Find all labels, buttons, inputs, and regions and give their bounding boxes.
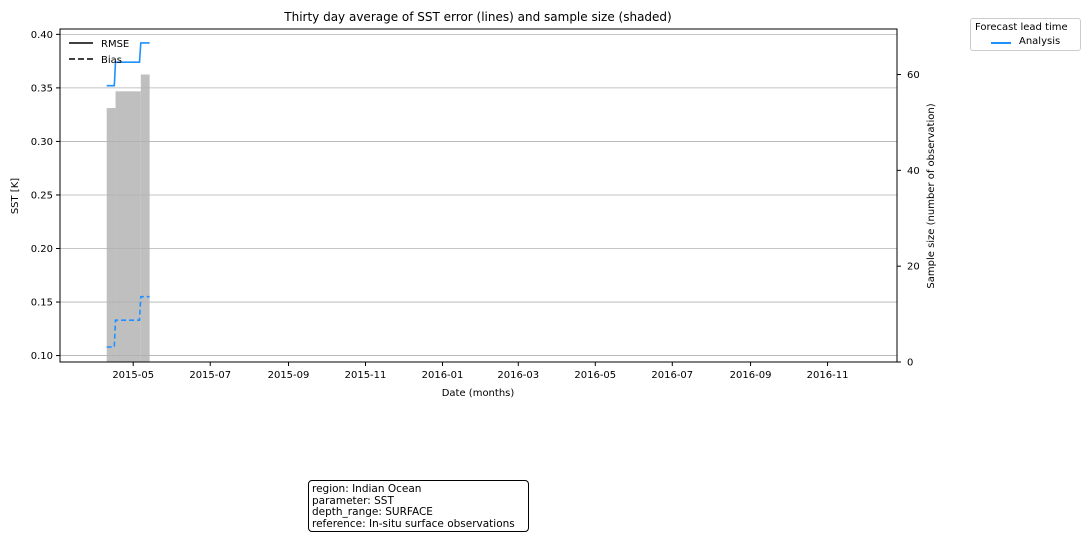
x-tick-label-5: 2016-03 <box>497 370 539 381</box>
lead-time-legend: Forecast lead time Analysis <box>970 18 1081 51</box>
x-tick-label-6: 2016-05 <box>574 370 616 381</box>
y-tick-label-3: 0.25 <box>31 190 53 201</box>
y-tick-label-2: 0.20 <box>31 244 53 255</box>
chart-title: Thirty day average of SST error (lines) … <box>283 10 671 24</box>
y-tick-label-6: 0.40 <box>31 30 53 41</box>
y2-tick-label-3: 60 <box>907 70 920 81</box>
y2-tick-label-2: 40 <box>907 166 920 177</box>
legend-bias-label: Bias <box>101 55 122 66</box>
y-axis-label: SST [K] <box>10 178 21 214</box>
plot-frame <box>59 28 898 363</box>
x-axis-label: Date (months) <box>442 388 515 399</box>
y-tick-label-0: 0.10 <box>31 351 53 362</box>
lead-legend-swatch <box>991 42 1011 44</box>
x-tick-label-4: 2016-01 <box>422 370 464 381</box>
lead-legend-label: Analysis <box>1019 36 1061 47</box>
x-tick-label-3: 2015-11 <box>345 370 387 381</box>
x-tick-label-9: 2016-11 <box>807 370 849 381</box>
y2-axis-label: Sample size (number of observation) <box>926 103 937 288</box>
info-region: region: Indian Ocean <box>312 483 422 495</box>
x-tick-label-0: 2015-05 <box>112 370 154 381</box>
x-axis: 2015-05 2015-07 2015-09 2015-11 2016-01 2016-… <box>112 362 848 381</box>
info-parameter: parameter: SST <box>312 494 394 507</box>
info-box: region: Indian Ocean parameter: SST dept… <box>308 480 529 532</box>
series-line-bias <box>106 295 150 348</box>
y-tick-label-1: 0.15 <box>31 298 53 309</box>
style-legend: RMSE Bias <box>69 39 129 66</box>
sample-size-bars <box>106 74 150 363</box>
y-tick-label-4: 0.30 <box>31 137 53 148</box>
sample-size-bar-0 <box>106 108 116 362</box>
y2-axis: 0 20 40 60 <box>897 70 920 369</box>
x-tick-label-1: 2015-07 <box>189 370 231 381</box>
y-tick-label-5: 0.35 <box>31 83 53 94</box>
info-reference: reference: In-situ surface observations <box>312 517 515 530</box>
gridlines <box>60 33 897 356</box>
sample-size-bar-1 <box>115 91 141 362</box>
x-tick-label-2: 2015-09 <box>268 370 310 381</box>
lead-legend-title: Forecast lead time <box>975 22 1068 33</box>
sample-size-bar-2 <box>140 74 150 363</box>
x-tick-label-7: 2016-07 <box>651 370 693 381</box>
legend-rmse-label: RMSE <box>101 39 129 50</box>
series-lines <box>106 42 150 348</box>
y2-tick-label-1: 20 <box>907 262 920 273</box>
info-depth-range: depth_range: SURFACE <box>312 506 433 518</box>
y-axis: 0.10 0.15 0.20 0.25 0.30 0.35 0.40 <box>31 30 60 362</box>
series-line-rmse <box>106 42 150 87</box>
y2-tick-label-0: 0 <box>907 358 913 369</box>
x-tick-label-8: 2016-09 <box>730 370 772 381</box>
